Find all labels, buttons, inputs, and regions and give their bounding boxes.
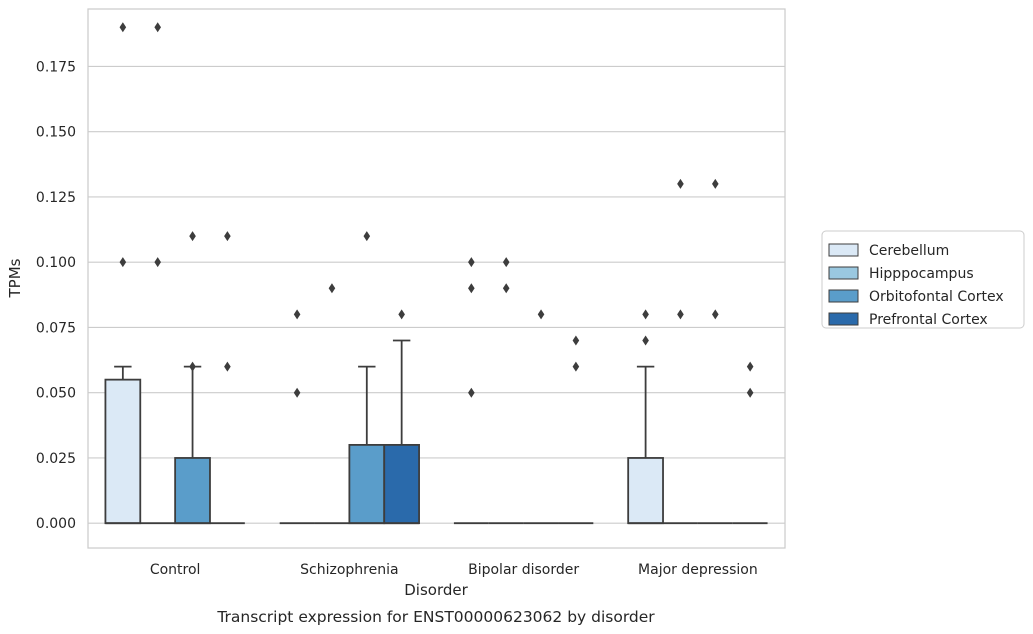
outlier-point [572, 361, 580, 372]
outlier-point [119, 257, 127, 268]
box-group [348, 231, 386, 525]
y-tick-label: 0.025 [36, 451, 76, 467]
outlier-point [293, 387, 301, 398]
legend-label: Hipppocampus [869, 266, 974, 282]
x-tick-label: Major depression [638, 562, 758, 578]
outlier-point [224, 361, 231, 372]
outlier-point [642, 309, 649, 320]
x-tick-label: Bipolar disorder [468, 562, 579, 578]
outlier-point [468, 257, 475, 268]
x-axis: Control Schizophrenia Bipolar disorder Majo… [150, 562, 758, 578]
outlier-point [154, 22, 161, 33]
box [383, 443, 420, 525]
box-group [104, 22, 142, 525]
legend-swatch [828, 312, 859, 326]
outlier-point [712, 178, 719, 189]
legend-label: Orbitofontal Cortex [869, 289, 1004, 305]
legend-label: Prefrontal Cortex [869, 312, 988, 328]
box-group [279, 309, 315, 525]
y-tick-label: 0.150 [36, 125, 76, 141]
box-group [488, 257, 524, 525]
y-tick-label: 0.125 [36, 190, 76, 206]
box-group [523, 309, 559, 525]
legend-swatch [828, 289, 859, 303]
box-group [453, 257, 489, 525]
box-group [209, 231, 245, 525]
box-group [140, 22, 176, 525]
legend-frame [821, 230, 1025, 329]
outlier-point [502, 283, 510, 294]
legend-label: Cerebellum [869, 243, 949, 259]
outlier-point [363, 231, 371, 242]
box [174, 457, 211, 525]
outlier-point [712, 309, 719, 320]
box-group [383, 309, 420, 525]
outlier-point [677, 178, 684, 189]
plot-frame [87, 8, 786, 549]
plot-area [104, 22, 768, 525]
box [348, 443, 386, 525]
y-axis: 0.000 0.025 0.050 0.075 0.100 0.125 0.150 0.175 [36, 59, 76, 532]
legend-swatch [828, 243, 859, 257]
box-group [663, 178, 698, 525]
outlier-point [677, 309, 684, 320]
outlier-point [502, 257, 510, 268]
outlier-point [468, 387, 475, 398]
box-group [627, 309, 664, 525]
box-group [558, 335, 594, 525]
outlier-point [224, 231, 231, 242]
box [627, 457, 664, 525]
y-tick-label: 0.100 [36, 255, 76, 271]
y-axis-label: TPMs [6, 258, 24, 298]
outlier-point [328, 283, 336, 294]
box-group [697, 178, 733, 525]
outlier-point [189, 231, 196, 242]
outlier-point [119, 22, 127, 33]
y-tick-label: 0.050 [36, 386, 76, 402]
outlier-point [746, 361, 754, 372]
outlier-point [189, 361, 196, 372]
legend-swatch [828, 266, 859, 280]
legend: Cerebellum Hipppocampus Orbitofontal Corte… [821, 230, 1025, 329]
box [104, 378, 142, 525]
x-tick-label: Schizophrenia [300, 562, 398, 578]
outlier-point [537, 309, 545, 320]
x-axis-label: Disorder [404, 581, 468, 599]
y-tick-label: 0.175 [36, 59, 76, 75]
outlier-point [154, 257, 161, 268]
box-group [174, 231, 211, 525]
outlier-point [398, 309, 405, 320]
chart-title: Transcript expression for ENST0000062306… [216, 608, 655, 626]
outlier-point [293, 309, 301, 320]
box-group [314, 283, 350, 525]
box-group [732, 361, 768, 525]
outlier-point [746, 387, 754, 398]
outlier-point [642, 335, 649, 346]
y-tick-label: 0.000 [36, 516, 76, 532]
outlier-point [572, 335, 580, 346]
x-tick-label: Control [150, 562, 201, 578]
y-tick-label: 0.075 [36, 320, 76, 336]
outlier-point [468, 283, 475, 294]
